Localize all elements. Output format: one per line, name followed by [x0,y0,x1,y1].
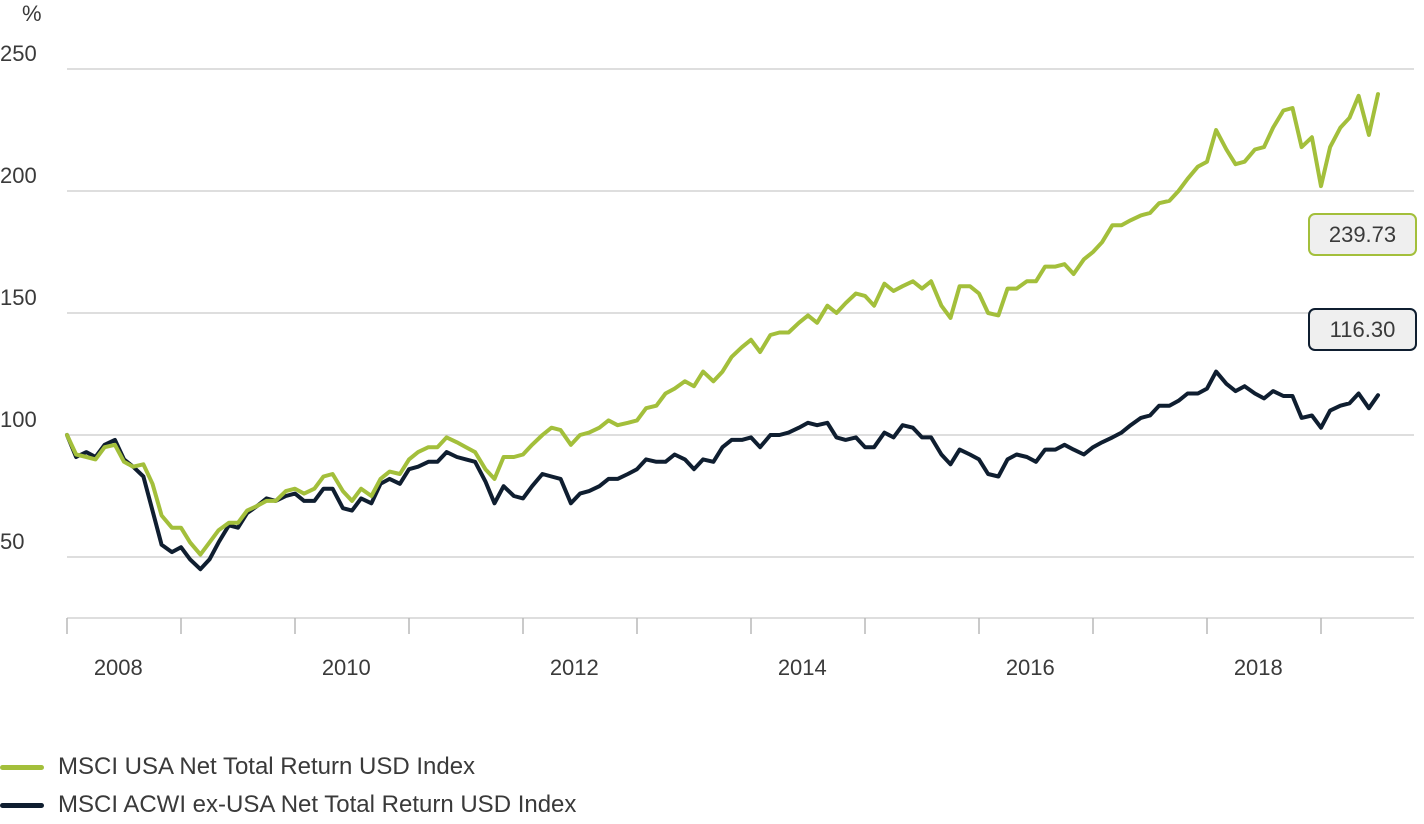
end-label-box-usa [1308,213,1417,256]
end-label-usa: 239.73 [1329,222,1396,247]
y-axis: 50 100 150 200 250 [0,41,37,554]
legend-item-usa: MSCI USA Net Total Return USD Index [0,748,576,786]
legend-label-usa: MSCI USA Net Total Return USD Index [58,753,476,780]
x-tick-label: 2012 [550,655,599,680]
x-tick-label: 2010 [322,655,371,680]
legend-swatch-acwi [0,802,44,808]
y-tick-label: 50 [0,529,24,554]
y-tick-label: 150 [0,285,37,310]
y-tick-label: 100 [0,407,37,432]
series-line-usa [65,92,1380,557]
x-tick-label: 2008 [94,655,143,680]
y-axis-unit-label: % [22,1,42,26]
x-tick-label: 2014 [778,655,827,680]
series-line-acwi [65,369,1380,572]
legend: MSCI USA Net Total Return USD Index MSCI… [0,748,576,824]
x-tick-label: 2016 [1006,655,1055,680]
x-tick-label: 2018 [1234,655,1283,680]
series-lines [65,92,1380,572]
line-chart: % 50 100 150 200 250 2008 2010 2012 2014 2016 201… [0,1,1417,680]
legend-swatch-usa [0,764,44,770]
y-tick-label: 200 [0,163,37,188]
x-axis: 2008 2010 2012 2014 2016 2018 [66,617,1414,680]
end-label-acwi: 116.30 [1330,317,1396,342]
grid [67,68,1414,558]
end-label-box-acwi [1308,308,1417,351]
legend-label-acwi: MSCI ACWI ex-USA Net Total Return USD In… [58,791,577,818]
legend-item-acwi: MSCI ACWI ex-USA Net Total Return USD In… [0,786,576,824]
end-value-labels: 239.73 116.30 [1308,213,1417,351]
y-tick-label: 250 [0,41,37,66]
